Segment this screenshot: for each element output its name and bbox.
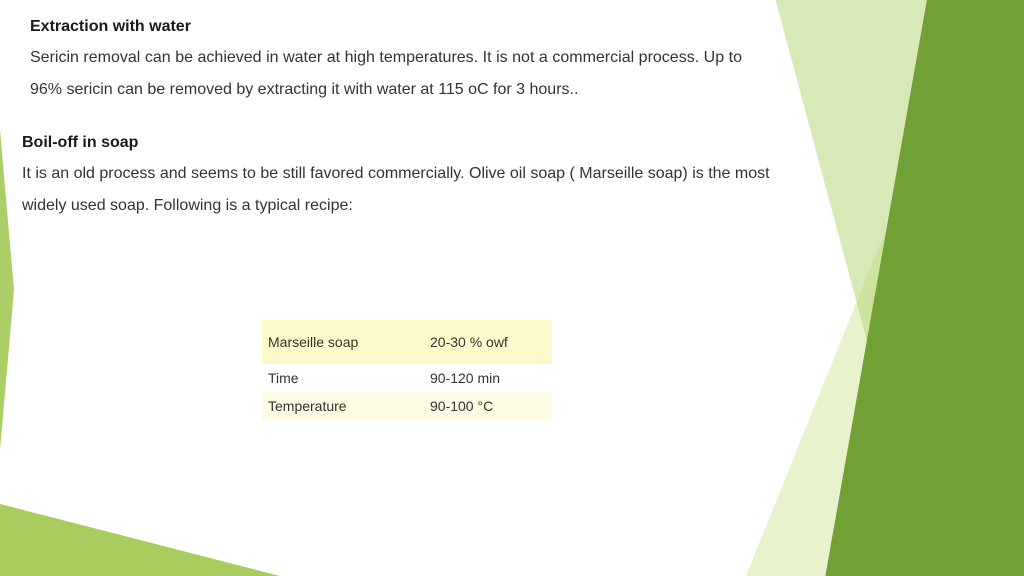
section2-body: It is an old process and seems to be sti… — [22, 158, 782, 222]
recipe-value: 20-30 % owf — [430, 334, 552, 350]
section-extraction-with-water: Extraction with water Sericin removal ca… — [22, 18, 742, 106]
table-row: Temperature 90-100 °C — [262, 392, 552, 420]
section-boil-off-in-soap: Boil-off in soap It is an old process an… — [22, 134, 782, 222]
recipe-table: Marseille soap 20-30 % owf Time 90-120 m… — [262, 320, 552, 420]
decor-sliver-left — [0, 130, 14, 450]
section2-heading: Boil-off in soap — [22, 134, 782, 152]
recipe-label: Time — [262, 370, 430, 386]
section1-body: Sericin removal can be achieved in water… — [30, 42, 742, 106]
recipe-value: 90-100 °C — [430, 398, 552, 414]
section1-heading: Extraction with water — [30, 18, 742, 36]
recipe-label: Marseille soap — [262, 334, 430, 350]
content-area: Extraction with water Sericin removal ca… — [22, 18, 782, 246]
decor-triangle-dark — [764, 0, 1024, 576]
recipe-label: Temperature — [262, 398, 430, 414]
decor-triangle-bottom-left — [0, 504, 280, 576]
table-row: Marseille soap 20-30 % owf — [262, 320, 552, 364]
recipe-value: 90-120 min — [430, 370, 552, 386]
slide: Extraction with water Sericin removal ca… — [0, 0, 1024, 576]
table-row: Time 90-120 min — [262, 364, 552, 392]
